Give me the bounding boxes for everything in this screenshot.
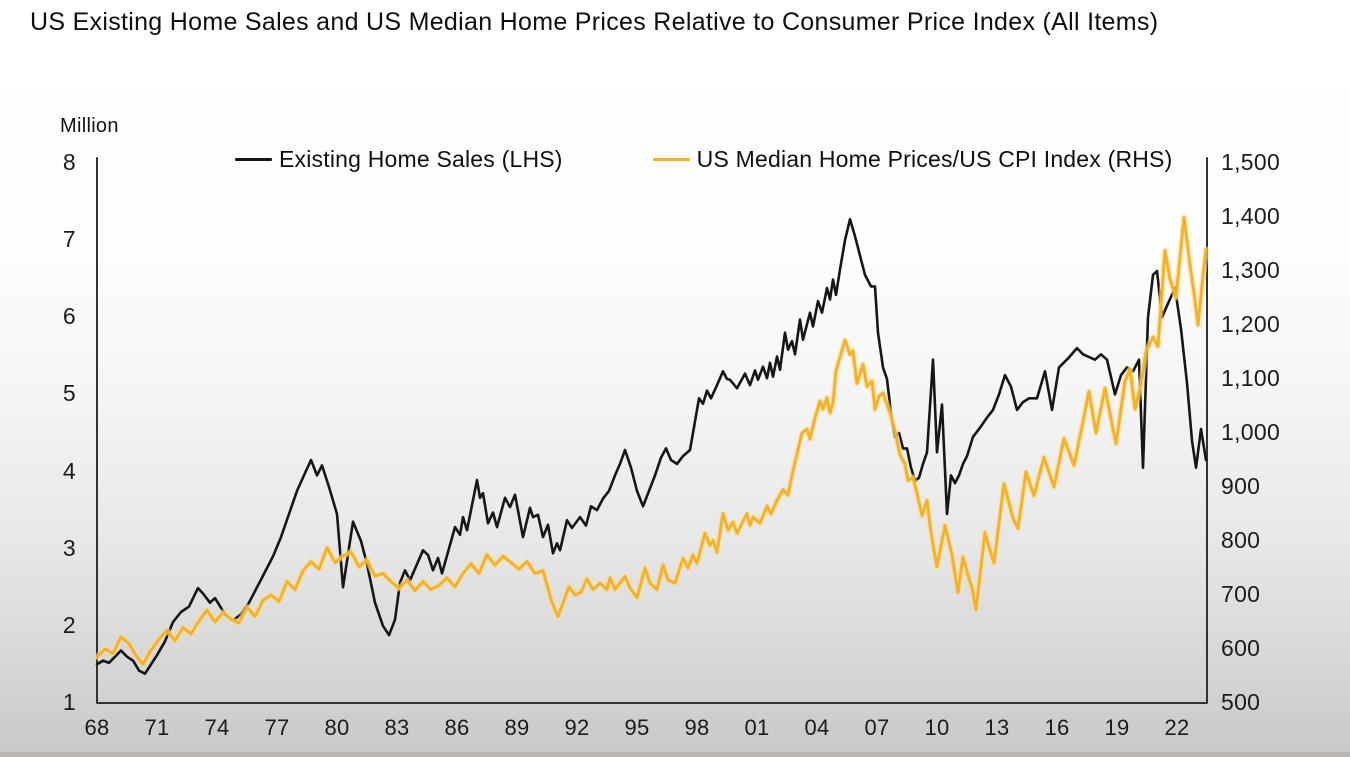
line-swatch-black-icon	[235, 157, 272, 162]
series-line-median-price-cpi	[95, 216, 1208, 666]
axis-frame	[96, 157, 1208, 704]
legend-item-median-price-cpi: US Median Home Prices/US CPI Index (RHS)	[652, 146, 1173, 173]
bottom-edge-strip	[0, 752, 1350, 757]
line-swatch-yellow-icon	[652, 157, 690, 162]
y-left-unit-label: Million	[60, 115, 119, 137]
series-line-existing-home-sales	[95, 218, 1208, 675]
legend-label: Existing Home Sales (LHS)	[279, 146, 563, 172]
legend: Existing Home Sales (LHS) US Median Home…	[235, 146, 1172, 173]
series-line-glow-1	[94, 214, 1209, 668]
legend-item-existing-home-sales: Existing Home Sales (LHS)	[235, 146, 563, 173]
chart-title: US Existing Home Sales and US Median Hom…	[30, 8, 1159, 36]
legend-label: US Median Home Prices/US CPI Index (RHS)	[696, 146, 1173, 172]
